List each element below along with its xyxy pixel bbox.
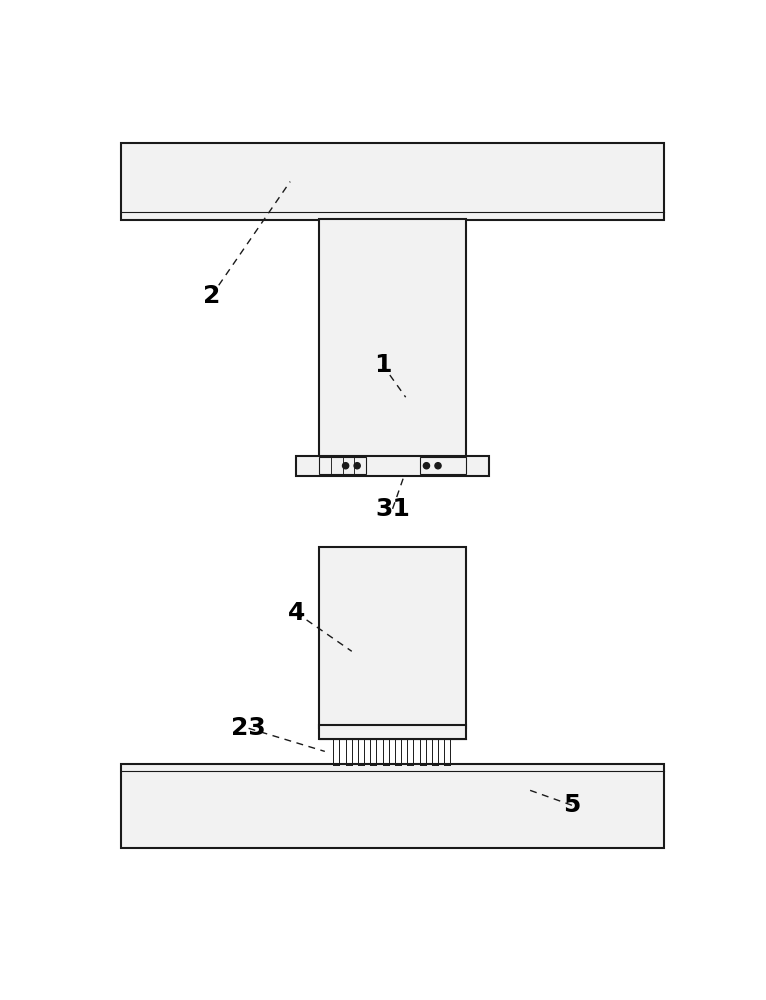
Bar	[121, 764, 664, 848]
Circle shape	[435, 463, 441, 469]
Bar	[319, 457, 365, 474]
Bar	[319, 725, 466, 739]
Bar	[121, 143, 664, 220]
Circle shape	[424, 463, 430, 469]
Bar	[420, 457, 466, 474]
Text: 5: 5	[563, 793, 581, 817]
Text: 1: 1	[374, 353, 391, 377]
Text: 2: 2	[203, 284, 221, 308]
Circle shape	[342, 463, 349, 469]
Bar	[296, 456, 489, 476]
Text: 4: 4	[288, 601, 305, 625]
Bar	[319, 547, 466, 728]
Circle shape	[354, 463, 360, 469]
Text: 23: 23	[231, 716, 266, 740]
Text: 31: 31	[375, 497, 410, 521]
Bar	[319, 219, 466, 457]
